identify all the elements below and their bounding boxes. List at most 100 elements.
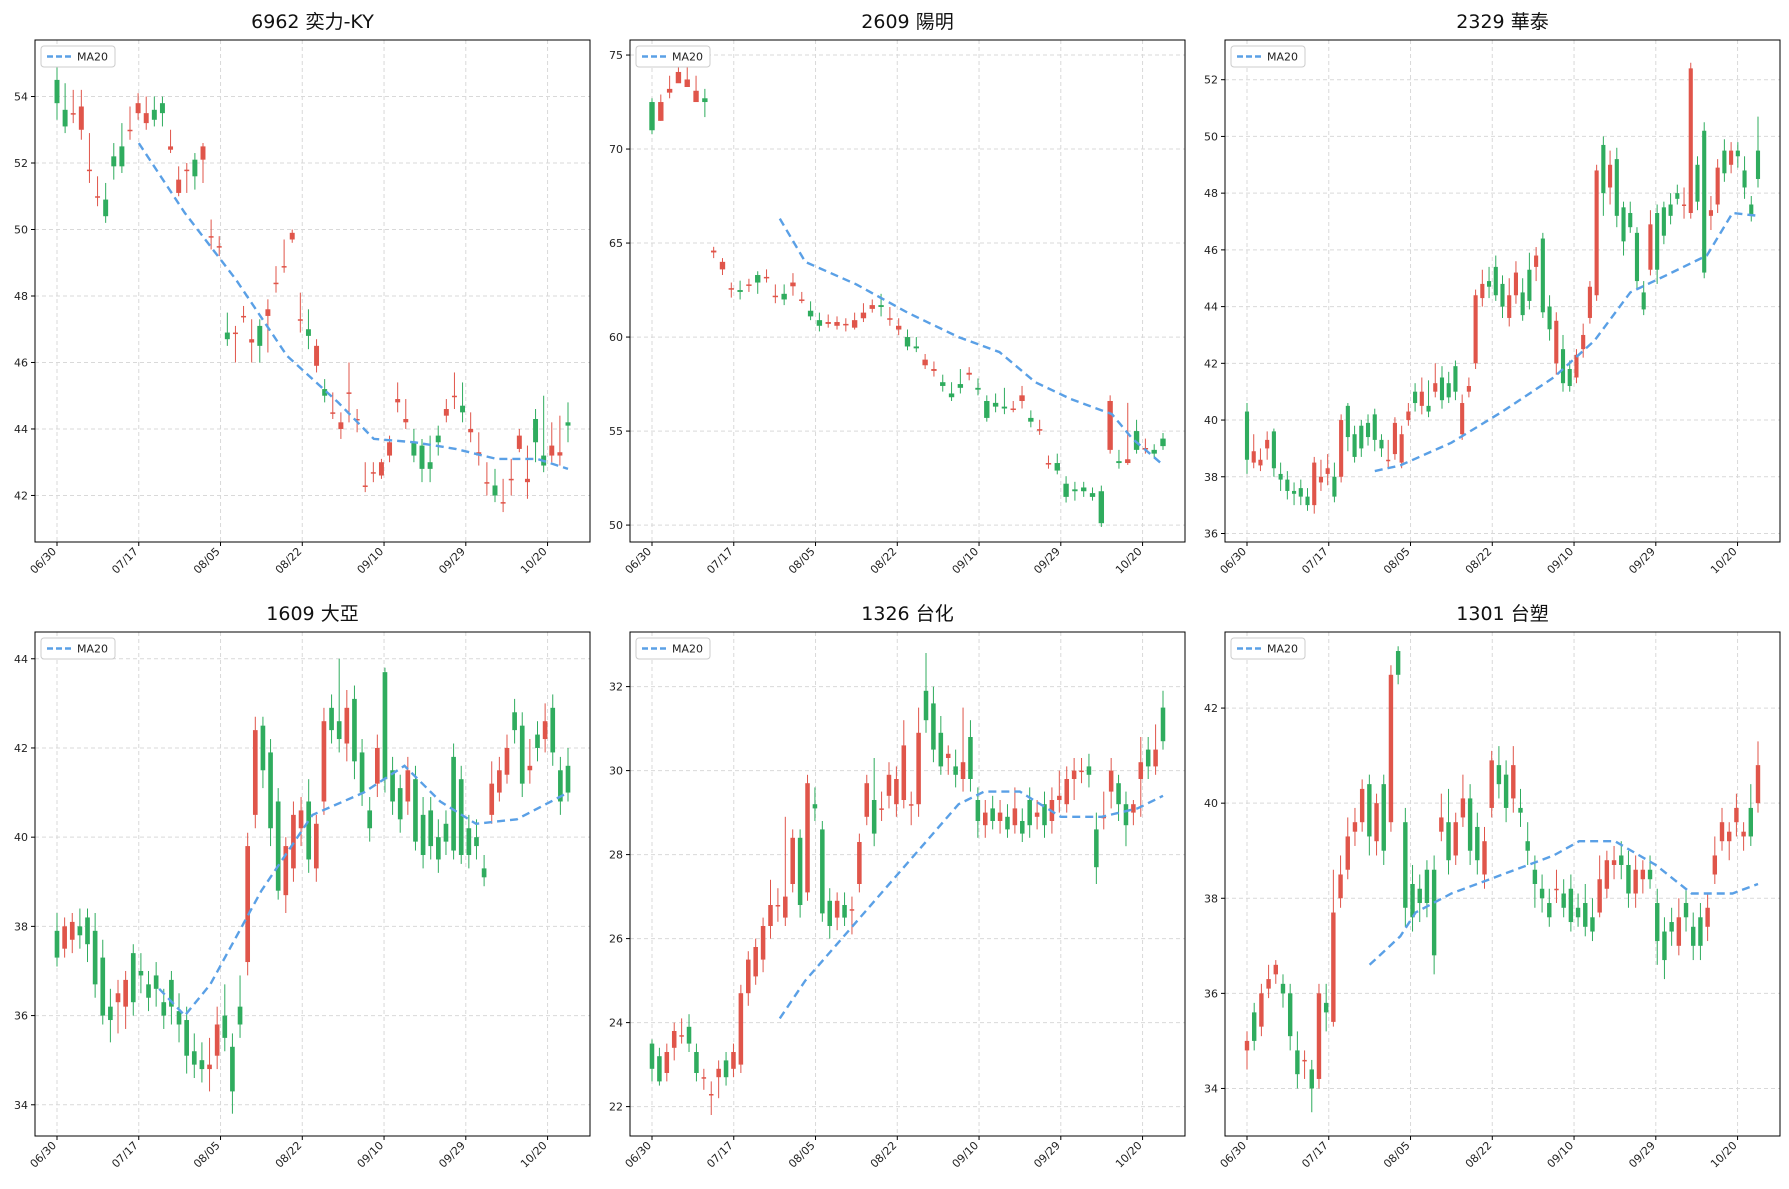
- candle-body: [649, 102, 655, 131]
- candle-body: [1540, 238, 1545, 313]
- legend: MA20: [1230, 637, 1306, 660]
- candle-body: [913, 346, 919, 349]
- candle: [1742, 156, 1747, 199]
- candle-body: [1755, 150, 1761, 179]
- candle-body: [1123, 804, 1129, 826]
- candle: [1507, 278, 1512, 327]
- candle: [1381, 774, 1386, 865]
- candle-body: [1453, 822, 1458, 856]
- candle-body: [245, 846, 251, 963]
- candle-body: [1439, 817, 1444, 832]
- candle: [436, 819, 441, 873]
- legend: MA20: [635, 45, 711, 68]
- candle: [1251, 1002, 1257, 1051]
- candle-body: [679, 1035, 684, 1037]
- y-tick-label: 38: [1204, 471, 1218, 484]
- candle: [1554, 869, 1559, 904]
- candle: [1547, 295, 1552, 341]
- candle-body: [807, 310, 814, 317]
- candle-body: [1655, 213, 1660, 270]
- candle-body: [497, 770, 502, 793]
- candle: [1695, 156, 1700, 211]
- candle-body: [443, 409, 449, 416]
- candle-body: [500, 502, 506, 504]
- candle: [1587, 281, 1592, 324]
- candle: [1561, 879, 1566, 918]
- candle-body: [940, 382, 946, 386]
- candle: [329, 694, 334, 744]
- candle-body: [753, 947, 758, 977]
- candle-body: [466, 828, 472, 856]
- candle-body: [489, 783, 495, 815]
- candle-body: [1352, 822, 1358, 832]
- chart-title: 1301 台塑: [1456, 603, 1548, 625]
- candle: [1482, 826, 1487, 889]
- candle-body: [516, 435, 522, 449]
- candle-body: [1475, 826, 1480, 861]
- legend-label: MA20: [77, 643, 108, 656]
- candle-body: [436, 837, 441, 860]
- candle-body: [200, 146, 206, 160]
- candle: [820, 821, 825, 922]
- candle-body: [314, 345, 320, 366]
- candle: [1735, 142, 1740, 168]
- candle: [1266, 964, 1271, 999]
- legend: MA20: [40, 637, 116, 660]
- candle-body: [199, 1060, 205, 1070]
- candle-body: [1460, 403, 1465, 435]
- candle-body: [519, 725, 525, 784]
- candle: [790, 273, 796, 296]
- candle: [1316, 983, 1322, 1089]
- candle: [768, 879, 773, 939]
- y-tick-label: 34: [1204, 1082, 1218, 1095]
- candle-body: [143, 113, 149, 124]
- candle-body: [395, 399, 401, 403]
- candle-body: [1381, 784, 1386, 851]
- candle: [484, 462, 490, 496]
- candle: [1012, 787, 1018, 834]
- candle-body: [982, 812, 988, 826]
- candle: [123, 970, 128, 1029]
- candle: [1705, 893, 1710, 942]
- y-tick-label: 50: [14, 223, 28, 236]
- candle: [130, 944, 136, 1016]
- candle: [557, 415, 563, 466]
- candle: [1640, 860, 1646, 894]
- candle: [428, 797, 434, 860]
- candle-body: [329, 707, 334, 731]
- candle-body: [1513, 272, 1519, 296]
- candle: [362, 462, 368, 493]
- candle-body: [1265, 439, 1270, 449]
- candle-body: [1057, 795, 1062, 800]
- candle: [1372, 408, 1377, 452]
- candle: [1339, 414, 1344, 483]
- candle: [1527, 252, 1532, 310]
- candle: [931, 361, 937, 377]
- candle: [1628, 201, 1633, 233]
- y-tick-label: 46: [1204, 244, 1218, 257]
- candle: [1318, 459, 1324, 491]
- candle: [1486, 266, 1492, 299]
- candle: [138, 953, 144, 994]
- candle: [1057, 770, 1062, 813]
- candle-body: [95, 196, 101, 198]
- candle-body: [1020, 821, 1025, 834]
- candle: [1648, 210, 1653, 276]
- candle-body: [649, 1043, 655, 1069]
- candle-body: [208, 236, 214, 238]
- candle-body: [1001, 406, 1008, 409]
- candle-body: [1005, 816, 1010, 830]
- candle: [405, 756, 411, 815]
- candle: [352, 685, 357, 780]
- candle: [1365, 414, 1371, 446]
- candle: [1466, 377, 1471, 398]
- candle: [1063, 476, 1069, 503]
- candle-body: [781, 293, 787, 300]
- candle-body: [313, 823, 319, 869]
- candle: [230, 1033, 235, 1114]
- candle-body: [1669, 922, 1674, 932]
- candle-body: [111, 156, 117, 167]
- candle-body: [1388, 674, 1394, 823]
- candle: [492, 468, 498, 503]
- candle-body: [1460, 798, 1466, 818]
